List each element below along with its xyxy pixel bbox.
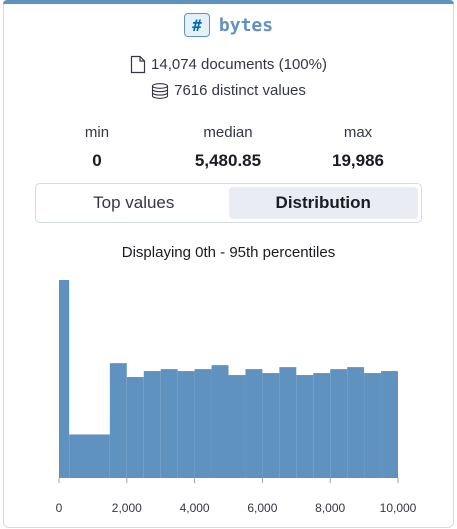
distribution-chart: 0 2,000 4,000 6,000 8,000 10,000: [56, 280, 417, 515]
card-accent-bar: [3, 0, 454, 4]
histogram-bar-6[interactable]: [177, 371, 195, 478]
stat-max: max 19,986: [298, 124, 418, 171]
histogram-bar-0[interactable]: [59, 280, 70, 478]
histogram-bar-1[interactable]: [69, 434, 110, 478]
histogram-bar-9[interactable]: [228, 375, 246, 478]
x-tick-label: 8,000: [315, 501, 345, 515]
distinct-values-text: 7616 distinct values: [174, 82, 306, 99]
database-icon: [152, 82, 169, 99]
x-tick-label: 10,000: [380, 501, 417, 515]
field-header: # bytes: [0, 13, 457, 37]
histogram-bar-18[interactable]: [381, 371, 398, 478]
histogram-bar-17[interactable]: [364, 373, 382, 478]
field-name: bytes: [218, 14, 274, 36]
histogram-bar-15[interactable]: [330, 369, 348, 478]
stat-max-label: max: [343, 124, 373, 141]
histogram-bar-4[interactable]: [143, 371, 161, 478]
stat-max-value: 19,986: [332, 151, 384, 170]
histogram-bar-12[interactable]: [279, 367, 297, 478]
distribution-subtitle: Displaying 0th - 95th percentiles: [121, 244, 336, 261]
x-tick-label: 6,000: [247, 501, 277, 515]
stat-median-value: 5,480.85: [194, 151, 262, 170]
documents-count: 14,074 documents (100%): [0, 55, 457, 74]
documents-count-text: 14,074 documents (100%): [151, 56, 327, 73]
histogram-bar-7[interactable]: [194, 369, 212, 478]
tab-distribution[interactable]: Distribution: [228, 187, 418, 219]
histogram-bar-2[interactable]: [109, 363, 127, 478]
stat-min-label: min: [84, 124, 110, 141]
histogram-bar-13[interactable]: [296, 375, 314, 478]
stat-min-value: 0: [92, 151, 102, 170]
x-tick-label: 2,000: [112, 501, 142, 515]
histogram-bar-8[interactable]: [211, 365, 229, 478]
histogram-bar-10[interactable]: [245, 369, 263, 478]
histogram-bar-14[interactable]: [313, 373, 331, 478]
distinct-values: 7616 distinct values: [0, 82, 457, 99]
histogram-bar-11[interactable]: [262, 373, 280, 478]
tab-top-values[interactable]: Top values: [93, 193, 175, 212]
x-tick-label: 0: [56, 501, 63, 515]
x-tick-label: 4,000: [180, 501, 210, 515]
histogram-bar-5[interactable]: [160, 369, 178, 478]
stat-median-label: median: [203, 124, 253, 141]
stat-median: median 5,480.85: [168, 124, 288, 171]
histogram-bar-16[interactable]: [347, 367, 365, 478]
number-type-icon: #: [183, 13, 210, 37]
histogram-bar-3[interactable]: [126, 377, 144, 478]
stat-min: min 0: [37, 124, 157, 171]
document-icon: [130, 55, 146, 74]
view-toggle: Top values Distribution: [35, 183, 422, 223]
